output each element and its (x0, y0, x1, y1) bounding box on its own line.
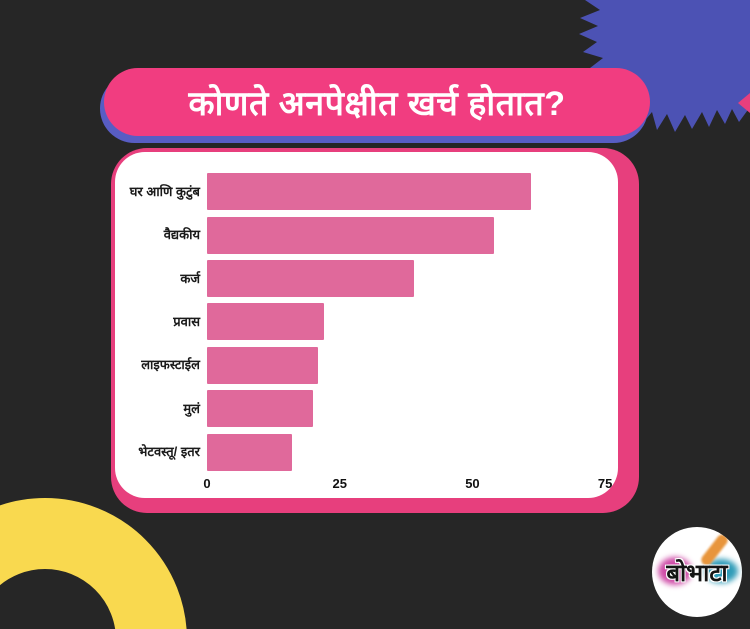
bar-track (207, 303, 610, 341)
chart-row: मुलं (115, 387, 610, 430)
chart-card: घर आणि कुटुंब वैद्यकीय कर्ज प्रवास लाइफस्टाई… (115, 152, 618, 498)
paint-splash-icon (658, 557, 692, 585)
x-tick-label: 25 (332, 476, 347, 491)
x-tick-label: 0 (203, 476, 211, 491)
bar (207, 216, 494, 254)
bar (207, 303, 324, 341)
logo-text: बोभाटा (666, 559, 728, 587)
chart-row: कर्ज (115, 257, 610, 300)
chart-row: प्रवास (115, 300, 610, 343)
bar-label: भेटवस्तू/ इतर (138, 444, 200, 460)
bar-track (207, 433, 610, 471)
x-tick-label: 50 (465, 476, 480, 491)
bar-track (207, 259, 610, 297)
logo-badge: बोभाटा (652, 527, 742, 617)
bar (207, 390, 314, 428)
x-tick-label: 75 (597, 476, 613, 491)
bar-label: मुलं (183, 400, 200, 416)
chart-row: घर आणि कुटुंब (115, 170, 610, 213)
bar-track (207, 390, 610, 428)
bar (207, 433, 292, 471)
bar (207, 346, 319, 384)
bar (207, 259, 415, 297)
bar (207, 173, 531, 211)
bar-label: वैद्यकीय (163, 227, 200, 243)
chart-card-frame: घर आणि कुटुंब वैद्यकीय कर्ज प्रवास लाइफस्टाई… (111, 148, 639, 513)
x-axis: 0 25 50 75 (203, 476, 613, 496)
chart-row: लाइफस्टाईल (115, 344, 610, 387)
bar-label: लाइफस्टाईल (141, 357, 200, 373)
bar-label: घर आणि कुटुंब (129, 183, 200, 199)
corner-wedge-decoration (738, 93, 750, 113)
chart-row: भेटवस्तू/ इतर (115, 430, 610, 473)
chart-row: वैद्यकीय (115, 213, 610, 256)
ring-decoration (0, 498, 187, 629)
bar-label: प्रवास (173, 314, 200, 330)
bar-track (207, 346, 610, 384)
title-banner: कोणते अनपेक्षीत खर्च होतात? (104, 68, 650, 136)
bar-track (207, 216, 610, 254)
bar-track (207, 173, 610, 211)
page-title: कोणते अनपेक्षीत खर्च होतात? (188, 85, 566, 123)
bar-label: कर्ज (180, 270, 200, 286)
chart-rows: घर आणि कुटुंब वैद्यकीय कर्ज प्रवास लाइफस्टाई… (115, 170, 610, 474)
